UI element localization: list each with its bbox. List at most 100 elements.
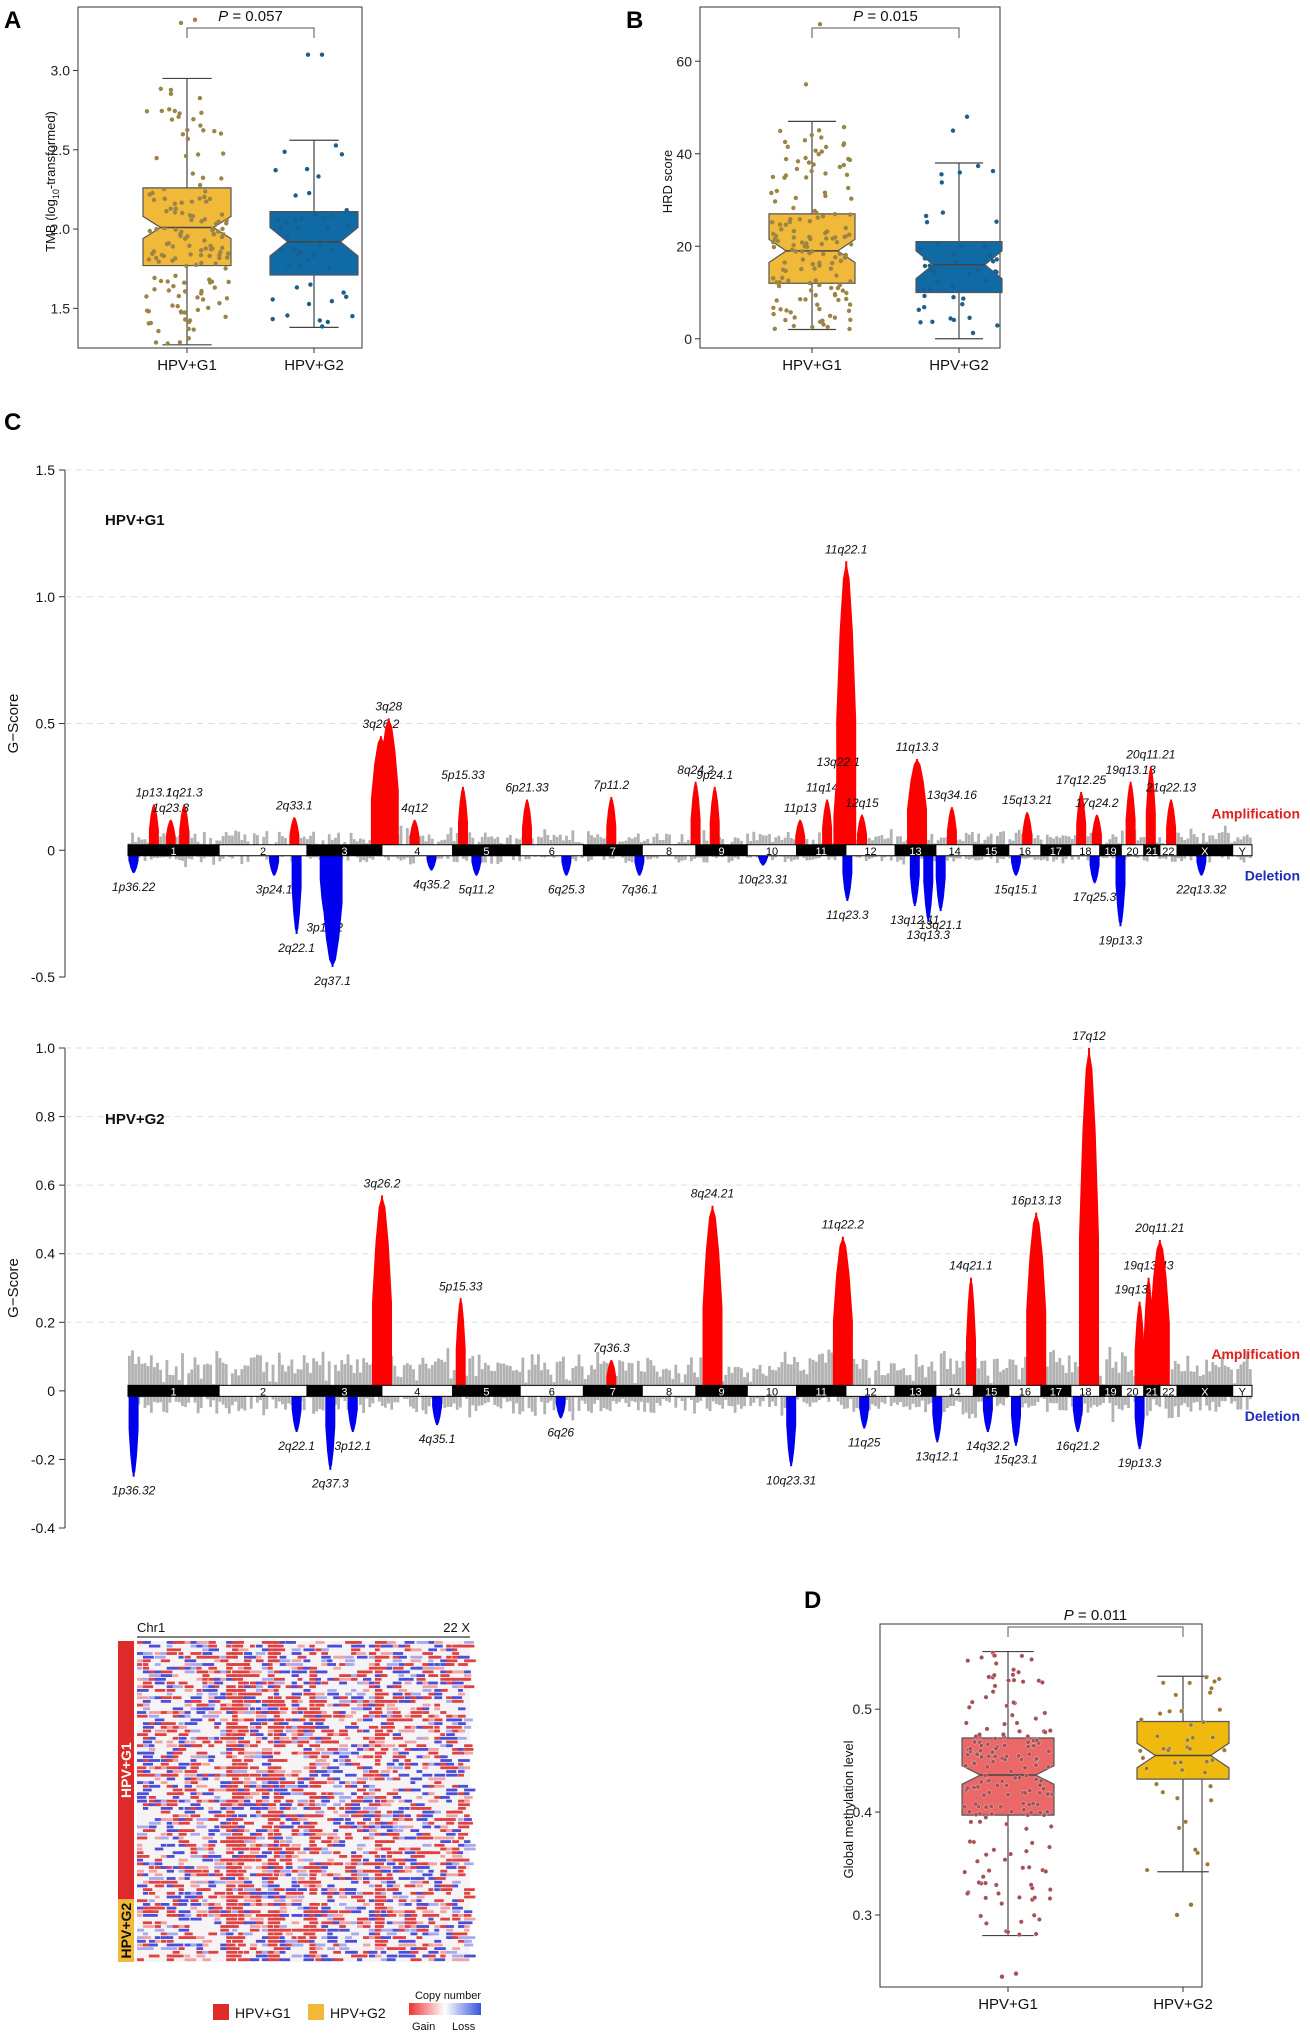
heatmap-cell [363,1799,373,1803]
noise-bar-loss [1089,1390,1093,1408]
noise-bar-gain [209,1364,213,1391]
heatmap-cell [386,1877,394,1880]
heatmap-cell [196,1943,205,1947]
heatmap-cell [137,1733,148,1736]
heatmap-cell [208,1788,215,1792]
heatmap-cell [315,1725,325,1729]
heatmap-cell [386,1711,396,1714]
heatmap-cell [357,1825,366,1829]
legend-label-g1: HPV+G1 [235,2005,291,2021]
heatmap-cell [154,1895,160,1899]
heatmap-cell [309,1755,318,1759]
noise-bar-gain [1220,832,1224,851]
heatmap-cell [428,1851,441,1855]
noise-bar-loss [942,1390,946,1412]
peak-label: 1q23.3 [152,801,189,815]
noise-bar-gain [955,1360,959,1391]
heatmap-cell [363,1796,373,1799]
heatmap-cell [250,1873,261,1877]
heatmap-cell [137,1847,143,1851]
heatmap-cell [178,1714,190,1718]
heatmap-cell [416,1880,422,1884]
heatmap-cell [297,1655,307,1659]
heatmap-cell [351,1781,359,1784]
heatmap-cell [190,1906,198,1910]
heatmap-cell [250,1803,258,1807]
heatmap-cell [267,1818,276,1821]
heatmap-cell [166,1947,178,1950]
heatmap-cell [404,1928,410,1932]
heatmap-cell [434,1663,440,1666]
data-point [992,1653,998,1658]
heatmap-cell [214,1917,221,1921]
data-point [1025,1734,1031,1739]
noise-bar-gain [1223,1365,1227,1391]
data-point [834,240,840,245]
heatmap-cell [172,1784,178,1788]
data-point [922,263,928,269]
heatmap-cell [398,1666,404,1670]
heatmap-cell [386,1932,397,1936]
x-tick-label: HPV+G2 [1153,1996,1213,2013]
data-point [1009,1809,1014,1815]
heatmap-cell [196,1644,205,1648]
heatmap-cell [428,1762,440,1766]
heatmap-cell [273,1925,280,1928]
data-point [292,246,298,252]
data-point [1037,1917,1042,1922]
heatmap-cell [446,1821,455,1825]
heatmap-cell [309,1703,315,1707]
data-point [771,244,777,250]
data-point [973,1812,979,1817]
heatmap-cell [154,1862,163,1866]
heatmap-cell [428,1810,437,1814]
heatmap-cell [226,1652,237,1655]
heatmap-cell [226,1917,234,1921]
heatmap-cell [214,1766,223,1770]
heatmap-cell [333,1921,344,1925]
heatmap-cell [137,1928,144,1932]
heatmap-cell [386,1954,398,1958]
heatmap-cell [321,1925,329,1928]
heatmap-cell [303,1832,313,1836]
heatmap-cell [297,1677,303,1681]
heatmap-cell [220,1655,230,1659]
heatmap-cell [196,1891,203,1895]
peak-label: 11q22.1 [825,542,868,556]
heatmap-cell [351,1700,358,1703]
data-point [221,232,226,237]
heatmap-cell [202,1762,210,1766]
heatmap-cell [392,1928,402,1932]
heatmap-cell [303,1958,314,1962]
heatmap-cell [261,1788,269,1792]
heatmap-cell [154,1921,166,1925]
heatmap-cell [374,1914,383,1917]
heatmap-cell [261,1866,274,1869]
heatmap-cell [303,1725,315,1729]
noise-bar-loss [312,1390,316,1414]
noise-bar-gain [1248,1369,1252,1391]
heatmap-cell [327,1947,335,1950]
heatmap-cell [273,1910,283,1914]
heatmap-cell [345,1655,354,1659]
heatmap-cell [345,1921,354,1925]
noise-bar-gain [821,1353,824,1391]
heatmap-cell [184,1711,191,1714]
heatmap-cell [315,1810,325,1814]
data-point [922,305,927,310]
noise-bar-gain [196,1364,200,1391]
heatmap-cell [202,1644,212,1648]
heatmap-cell [154,1722,162,1725]
heatmap-cell [291,1725,299,1729]
data-point [1048,1824,1054,1829]
noise-bar-loss [1052,1390,1056,1404]
heatmap-cell [255,1659,264,1663]
heatmap-cell [220,1832,232,1836]
noise-bar-gain [618,1360,622,1391]
data-point [804,175,809,180]
heatmap-cell [416,1869,424,1873]
heatmap-cell [148,1914,158,1917]
heatmap-cell [428,1799,439,1803]
noise-bar-loss [902,850,906,865]
heatmap-cell [404,1903,412,1906]
